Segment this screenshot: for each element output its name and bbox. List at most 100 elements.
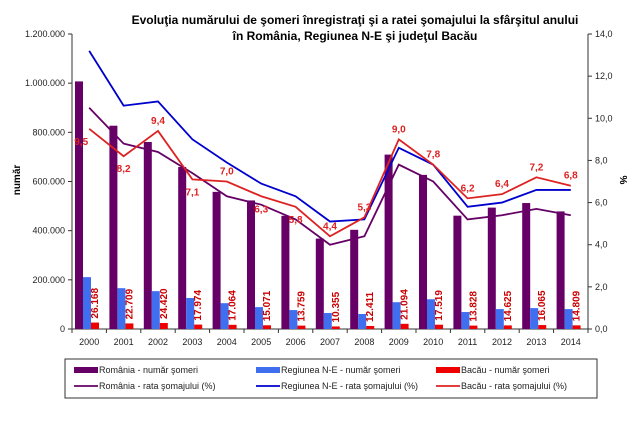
legend-swatch: [436, 367, 460, 373]
legend-label: Regiunea N-E - rata şomajului (%): [281, 381, 418, 391]
x-tick-label: 2005: [251, 337, 271, 347]
bar-romania: [453, 215, 462, 329]
bar-bacau: [366, 325, 375, 329]
bar-bacau: [503, 325, 512, 329]
y-right-tick-label: 6,0: [595, 198, 608, 208]
bacau-rate-label: 8,2: [117, 164, 131, 175]
legend-label: Bacău - număr şomeri: [461, 365, 550, 375]
legend: România - număr şomeri Regiunea N-E - num…: [64, 358, 598, 399]
bar-romania: [281, 215, 290, 329]
bacau-rate-label: 4,4: [323, 221, 337, 232]
legend-box: [64, 358, 598, 399]
bacau-rate-label: 6,4: [495, 179, 509, 190]
bacau-rate-label: 7,1: [185, 187, 199, 198]
x-tick-label: 2008: [354, 337, 374, 347]
bacau-count-label: 15.071: [262, 290, 273, 321]
bar-romania: [109, 125, 118, 329]
legend-swatch: [74, 367, 98, 373]
x-tick-label: 2001: [114, 337, 134, 347]
bar-bacau: [159, 322, 168, 329]
bacau-rate-label: 6,8: [564, 171, 578, 182]
chart-title-line1: Evoluţia numărului de şomeri înregistraţ…: [132, 13, 579, 27]
bacau-count-label: 26.168: [90, 288, 101, 319]
bar-ne: [186, 298, 195, 329]
x-tick-label: 2011: [458, 337, 477, 347]
x-tick-label: 2000: [79, 337, 99, 347]
bar-ne: [323, 313, 332, 329]
bar-bacau: [435, 324, 443, 329]
bacau-count-label: 13.828: [468, 291, 479, 322]
y-left-tick-label: 1.000.000: [25, 78, 65, 88]
bar-ne: [358, 314, 367, 329]
y-right-tick-label: 14,0: [595, 29, 613, 39]
y-right-tick-label: 4,0: [595, 240, 608, 250]
bar-ne: [427, 299, 435, 329]
bar-romania: [384, 154, 393, 329]
bar-bacau: [538, 325, 547, 329]
bar-ne: [392, 302, 401, 329]
y-left-tick-label: 200.000: [32, 275, 65, 285]
bacau-count-label: 14.625: [503, 290, 514, 321]
bar-ne: [495, 309, 504, 329]
bar-romania: [522, 203, 531, 329]
bacau-rate-label: 7,0: [220, 167, 234, 178]
bacau-rate-label: 5,8: [289, 215, 303, 226]
bacau-count-label: 12.411: [365, 291, 376, 321]
bar-romania: [556, 211, 565, 329]
bacau-rate-label: 7,2: [529, 162, 543, 173]
bar-bacau: [331, 326, 340, 329]
bar-ne: [83, 277, 91, 329]
x-tick-label: 2010: [423, 337, 443, 347]
bar-bacau: [91, 322, 99, 329]
bar-romania: [315, 238, 324, 329]
x-tick-label: 2009: [389, 337, 409, 347]
y-right-tick-label: 8,0: [595, 155, 608, 165]
y-left-tick-label: 0: [60, 324, 65, 334]
bar-ne: [117, 288, 126, 329]
bacau-count-label: 17.519: [434, 290, 445, 321]
x-tick-label: 2006: [286, 337, 306, 347]
x-tick-label: 2013: [526, 337, 546, 347]
y-axis-right-label: %: [617, 176, 628, 185]
line-rate-bacau: [88, 128, 572, 238]
bacau-rate-label: 9,4: [151, 116, 165, 127]
legend-label: România - număr şomeri: [99, 365, 198, 375]
bacau-count-label: 17.064: [228, 290, 239, 321]
bacau-count-label: 17.974: [193, 290, 204, 321]
bar-ne: [564, 309, 573, 329]
bacau-rate-label: 6,2: [461, 183, 475, 194]
y-right-tick-label: 10,0: [595, 113, 613, 123]
x-tick-label: 2003: [182, 337, 202, 347]
bacau-rate-label: 9,5: [74, 137, 88, 148]
bacau-rate-label: 9,0: [392, 124, 406, 135]
y-axis-left-label: număr: [12, 165, 23, 196]
chart-title-line2: în România, Regiunea N-E şi judeţul Bacă…: [232, 29, 478, 43]
bar-bacau: [194, 324, 203, 329]
bacau-count-label: 14.809: [572, 290, 583, 321]
bar-romania: [247, 200, 255, 329]
bacau-rate-label: 5,3: [357, 202, 371, 213]
bar-ne: [289, 310, 298, 329]
legend-label: Bacău - rata şomajului (%): [461, 381, 567, 391]
bar-ne: [220, 303, 229, 329]
bacau-count-label: 13.759: [296, 291, 307, 322]
y-left-tick-label: 800.000: [32, 127, 65, 137]
bar-bacau: [263, 325, 271, 329]
bar-romania: [212, 191, 221, 329]
y-right-tick-label: 0,0: [595, 324, 608, 334]
bar-bacau: [572, 325, 581, 329]
line-rate-romania: [88, 107, 571, 246]
bar-bacau: [125, 323, 134, 329]
bar-ne: [461, 312, 470, 329]
bacau-count-label: 21.094: [400, 289, 411, 320]
bar-bacau: [469, 325, 478, 329]
bacau-count-label: 10.355: [331, 291, 342, 322]
bar-ne: [530, 308, 539, 329]
x-tick-label: 2007: [320, 337, 340, 347]
bacau-rate-label: 6,3: [254, 204, 268, 215]
bacau-count-label: 16.065: [537, 290, 548, 321]
legend-swatch: [256, 367, 280, 373]
bar-romania: [487, 207, 496, 329]
bacau-count-label: 22.709: [124, 288, 135, 319]
bar-romania: [419, 174, 427, 329]
